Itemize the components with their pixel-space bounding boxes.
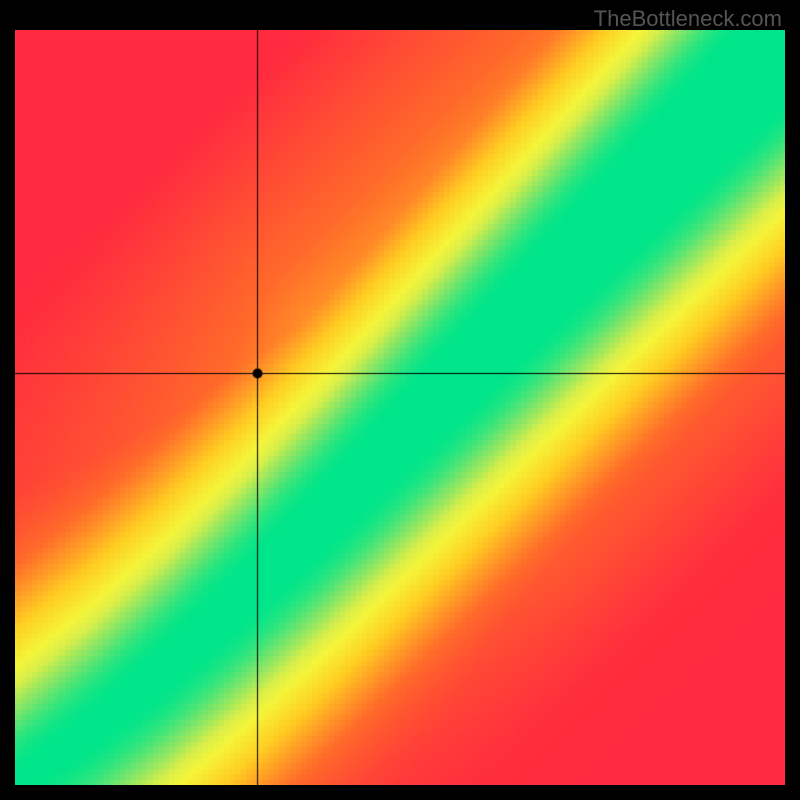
watermark-text: TheBottleneck.com	[594, 6, 782, 32]
heatmap-canvas	[15, 30, 785, 785]
chart-container: TheBottleneck.com	[0, 0, 800, 800]
heatmap-plot	[15, 30, 785, 785]
